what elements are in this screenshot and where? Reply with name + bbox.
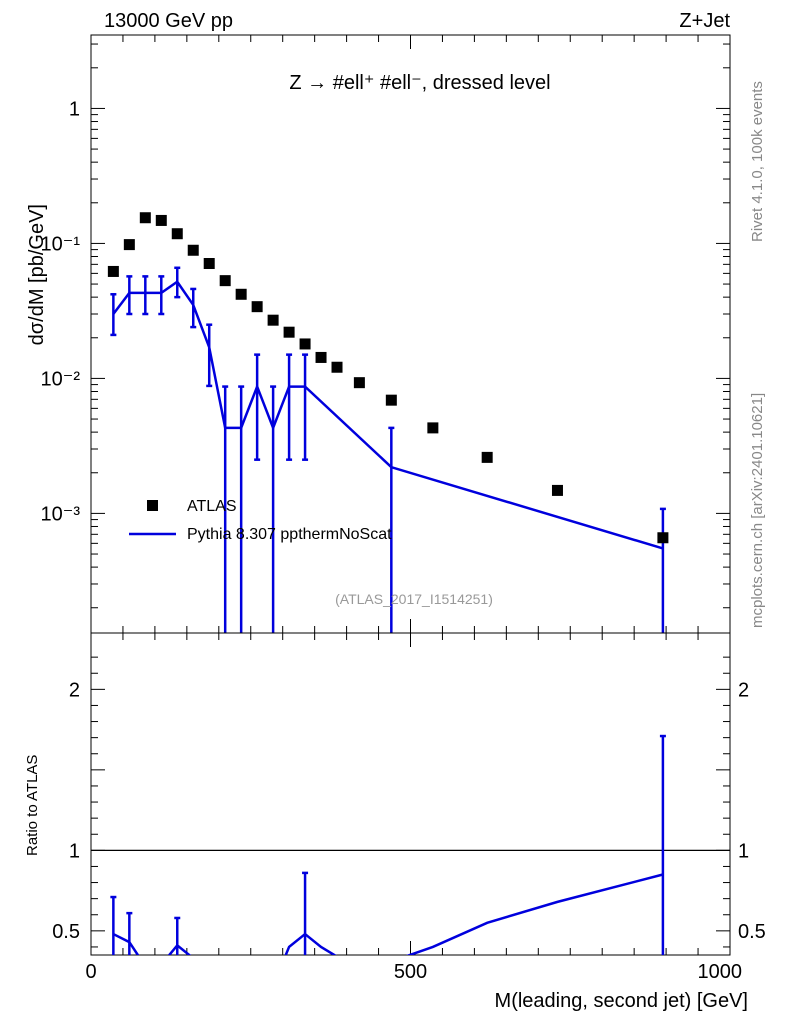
main-mc-series <box>110 266 666 633</box>
data-point <box>385 394 397 406</box>
data-point <box>267 314 279 326</box>
process-label: Z → #ell⁺ #ell⁻, dressed level <box>289 72 550 94</box>
legend: ATLAS Pythia 8.307 ppthermNoScat <box>129 498 392 543</box>
data-point <box>139 212 151 224</box>
data-point <box>203 258 215 270</box>
legend-mc-label: Pythia 8.307 ppthermNoScat <box>187 526 392 543</box>
data-point <box>187 244 199 256</box>
main-panel-frame <box>90 34 731 634</box>
main-x-ticks <box>90 35 731 633</box>
data-point <box>251 301 263 313</box>
data-point <box>427 422 439 434</box>
data-point <box>299 338 311 350</box>
ratio-y-tick-label-right: 2 <box>738 679 749 701</box>
data-point <box>155 214 167 226</box>
ratio-mc-series <box>110 734 666 955</box>
ratio-panel: 0 500 1000 0.5 0.5 1 1 2 2 Ratio to ATLAS M(lea… <box>24 632 766 1012</box>
main-y-ticks: 1 10⁻¹ 10⁻² 10⁻³ <box>41 43 730 609</box>
main-panel: 1 10⁻¹ 10⁻² 10⁻³ Z → #ell⁺ #ell⁻, dressed l… <box>26 34 731 634</box>
ratio-y-ticks: 0.5 0.5 1 1 2 2 <box>52 656 766 948</box>
analysis-tag: (ATLAS_2017_I1514251) <box>335 591 493 607</box>
ratio-panel-frame <box>90 632 731 956</box>
data-point <box>283 326 295 338</box>
ratio-y-tick-label-right: 0.5 <box>738 921 766 943</box>
ratio-x-ticks: 0 500 1000 <box>85 633 742 983</box>
ratio-x-tick-label: 0 <box>85 961 96 983</box>
data-point <box>171 228 183 240</box>
main-y-tick-label: 1 <box>69 98 80 120</box>
header-right: Z+Jet <box>679 10 730 32</box>
ratio-y-tick-label-left: 0.5 <box>52 921 80 943</box>
main-y-tick-label: 10⁻² <box>41 368 81 390</box>
data-point <box>353 377 365 389</box>
main-y-axis-label: dσ/dM [pb/GeV] <box>26 204 48 345</box>
data-point <box>331 361 343 373</box>
main-y-tick-label: 10⁻³ <box>41 503 81 525</box>
data-point <box>551 484 563 496</box>
data-point <box>235 288 247 300</box>
legend-data-label: ATLAS <box>187 498 237 515</box>
data-point <box>107 265 119 277</box>
x-axis-label: M(leading, second jet) [GeV] <box>495 990 748 1012</box>
ratio-x-tick-label: 1000 <box>698 961 743 983</box>
mcplots-label: mcplots.cern.ch [arXiv:2401.10621] <box>749 393 766 628</box>
header-left: 13000 GeV pp <box>104 10 233 32</box>
main-data-series <box>107 212 669 544</box>
rivet-version-label: Rivet 4.1.0, 100k events <box>749 81 766 242</box>
ratio-y-tick-label-left: 2 <box>69 679 80 701</box>
legend-data-marker <box>147 500 158 511</box>
data-point <box>657 532 669 544</box>
data-point <box>481 451 493 463</box>
ratio-y-tick-label-right: 1 <box>738 840 749 862</box>
data-point <box>123 239 135 251</box>
data-point <box>315 351 327 363</box>
ratio-x-tick-label: 500 <box>394 961 427 983</box>
ratio-y-axis-label: Ratio to ATLAS <box>24 755 41 856</box>
data-point <box>219 275 231 287</box>
ratio-y-tick-label-left: 1 <box>69 840 80 862</box>
main-y-tick-label: 10⁻¹ <box>41 233 81 255</box>
ratio-mc-line <box>112 873 664 955</box>
